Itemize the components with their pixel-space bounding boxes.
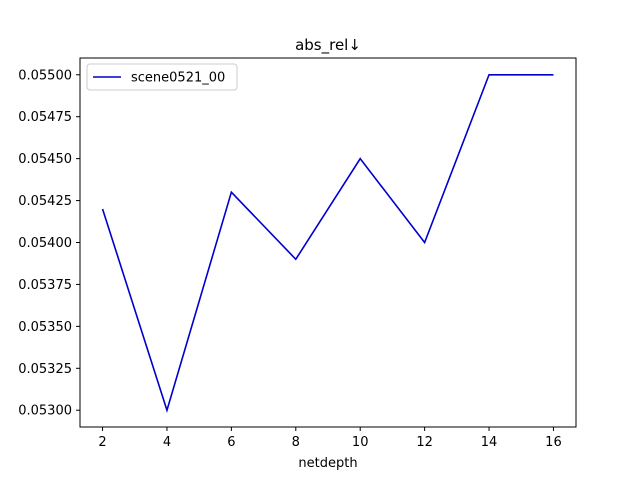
series-line [101, 73, 554, 413]
plot-area [79, 57, 577, 428]
y-tick-label: 0.05500 [18, 68, 72, 83]
x-axis: 2 4 6 8 10 12 14 16 [98, 427, 562, 450]
plot-frame [79, 57, 577, 428]
x-tick-label: 8 [292, 435, 300, 450]
y-axis: 0.05300 0.05325 0.05350 0.05375 0.05400 0.054… [18, 68, 80, 419]
x-tick-label: 2 [98, 435, 106, 450]
x-tick-label: 4 [163, 435, 171, 450]
y-tick-label: 0.05375 [18, 278, 72, 293]
x-axis-label: netdepth [298, 456, 357, 471]
y-tick-label: 0.05425 [18, 194, 72, 209]
series-layer [101, 73, 554, 413]
x-tick-label: 10 [352, 435, 369, 450]
y-tick-label: 0.05450 [18, 152, 72, 167]
x-tick-label: 12 [416, 435, 433, 450]
y-tick-label: 0.05475 [18, 110, 72, 125]
chart-title: abs_rel↓ [295, 36, 361, 55]
y-tick-label: 0.05300 [18, 404, 72, 419]
x-tick-label: 6 [227, 435, 235, 450]
legend-box [86, 63, 238, 91]
x-tick-label: 14 [481, 435, 498, 450]
y-tick-label: 0.05400 [18, 236, 72, 251]
y-tick-label: 0.05350 [18, 320, 72, 335]
legend-label: scene0521_00 [131, 71, 225, 86]
x-tick-label: 16 [545, 435, 562, 450]
y-tick-label: 0.05325 [18, 362, 72, 377]
legend: scene0521_00 [86, 63, 238, 91]
